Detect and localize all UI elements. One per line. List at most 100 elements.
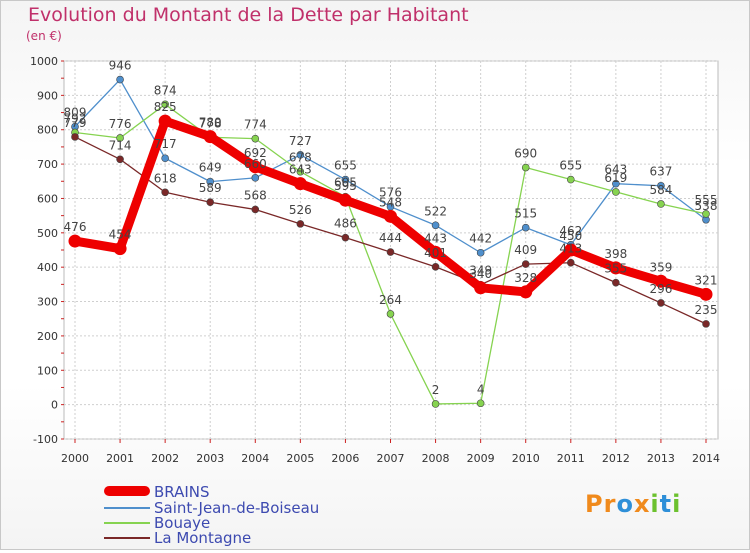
data-point <box>431 263 440 271</box>
data-point <box>251 205 260 214</box>
data-point <box>386 310 395 318</box>
y-tick-label: 700 <box>37 158 58 171</box>
data-point <box>521 260 530 268</box>
data-label: 690 <box>514 147 537 161</box>
data-label: 454 <box>109 228 132 242</box>
data-label: 355 <box>604 262 627 276</box>
logo-letter: P <box>585 490 604 518</box>
data-point <box>161 100 169 109</box>
x-tick-label: 2014 <box>692 452 720 465</box>
y-tick-label: -100 <box>33 433 58 446</box>
data-point <box>68 234 82 248</box>
data-label: 717 <box>154 137 177 151</box>
data-label: 409 <box>514 243 537 257</box>
data-label: 568 <box>244 188 267 202</box>
x-tick-label: 2013 <box>647 452 675 465</box>
y-tick-label: 800 <box>37 124 58 137</box>
x-tick-label: 2001 <box>106 452 134 465</box>
data-label: 605 <box>334 176 357 190</box>
data-point <box>702 210 710 218</box>
data-label: 655 <box>334 159 357 173</box>
data-point <box>657 299 665 307</box>
data-point <box>386 248 395 256</box>
data-label: 235 <box>695 303 718 317</box>
data-label: 776 <box>109 117 132 131</box>
data-point <box>521 163 530 172</box>
data-point <box>654 274 668 288</box>
data-label: 444 <box>379 231 402 245</box>
data-point <box>519 285 533 299</box>
data-label: 413 <box>559 242 582 256</box>
data-point <box>474 281 488 295</box>
data-point <box>657 181 665 190</box>
data-point <box>566 258 575 267</box>
x-tick-label: 2012 <box>602 452 630 465</box>
data-label: 692 <box>244 146 267 160</box>
data-point <box>116 155 124 164</box>
data-label: 321 <box>695 273 718 287</box>
data-label: 538 <box>695 199 718 213</box>
data-point <box>609 261 623 275</box>
data-point <box>206 198 215 207</box>
logo-letter: i <box>672 490 682 518</box>
x-tick-label: 2008 <box>422 452 450 465</box>
data-point <box>612 278 620 287</box>
data-label: 443 <box>424 231 447 245</box>
data-point <box>248 160 262 174</box>
data-point <box>384 209 397 223</box>
data-point <box>71 133 79 141</box>
data-label: 548 <box>379 195 402 209</box>
x-tick-label: 2009 <box>467 452 495 465</box>
legend-label-brains: BRAINS <box>154 483 210 501</box>
data-label: 515 <box>514 207 537 221</box>
data-label: 450 <box>559 229 582 243</box>
data-label: 398 <box>604 247 627 261</box>
logo-letter: r <box>603 490 617 518</box>
data-label: 655 <box>559 159 582 173</box>
legend-swatch-bouaye <box>104 522 150 524</box>
y-tick-label: 400 <box>37 261 58 274</box>
data-label: 296 <box>649 282 672 296</box>
data-label: 660 <box>244 157 267 171</box>
data-label: 778 <box>199 116 222 130</box>
y-tick-label: 500 <box>37 227 58 240</box>
data-point <box>431 221 440 230</box>
y-tick-label: 900 <box>37 89 58 102</box>
data-label: 792 <box>64 111 87 125</box>
x-tick-label: 2000 <box>61 452 89 465</box>
y-tick-label: 300 <box>37 296 58 309</box>
logo-letter: t <box>659 490 673 518</box>
data-label: 774 <box>244 118 267 132</box>
legend-label-saint-jean: Saint-Jean-de-Boiseau <box>154 499 320 517</box>
data-label: 637 <box>649 165 672 179</box>
data-point <box>566 175 575 184</box>
data-label: 678 <box>289 151 312 165</box>
x-tick-label: 2011 <box>557 452 585 465</box>
legend-swatch-saint-jean <box>104 507 150 509</box>
data-point <box>612 188 620 196</box>
data-point <box>699 287 713 301</box>
data-label: 643 <box>289 163 312 177</box>
data-label: 780 <box>199 116 222 130</box>
data-label: 359 <box>649 260 672 274</box>
data-label: 595 <box>334 179 357 193</box>
proxiti-logo: Proxiti <box>585 490 681 518</box>
data-label: 946 <box>109 59 132 73</box>
data-point <box>296 151 305 159</box>
x-tick-label: 2005 <box>286 452 314 465</box>
y-tick-label: 0 <box>51 399 58 412</box>
legend-swatch-brains <box>104 486 150 496</box>
data-point <box>431 400 440 408</box>
data-point <box>206 177 215 186</box>
data-label: 328 <box>514 271 537 285</box>
x-tick-label: 2006 <box>331 452 359 465</box>
x-tick-label: 2007 <box>377 452 405 465</box>
data-point <box>296 167 305 176</box>
data-point <box>113 242 127 256</box>
data-label: 526 <box>289 203 312 217</box>
data-label: 522 <box>424 204 447 218</box>
data-point <box>116 134 124 142</box>
y-tick-label: 600 <box>37 192 58 205</box>
data-label: 555 <box>695 193 718 207</box>
